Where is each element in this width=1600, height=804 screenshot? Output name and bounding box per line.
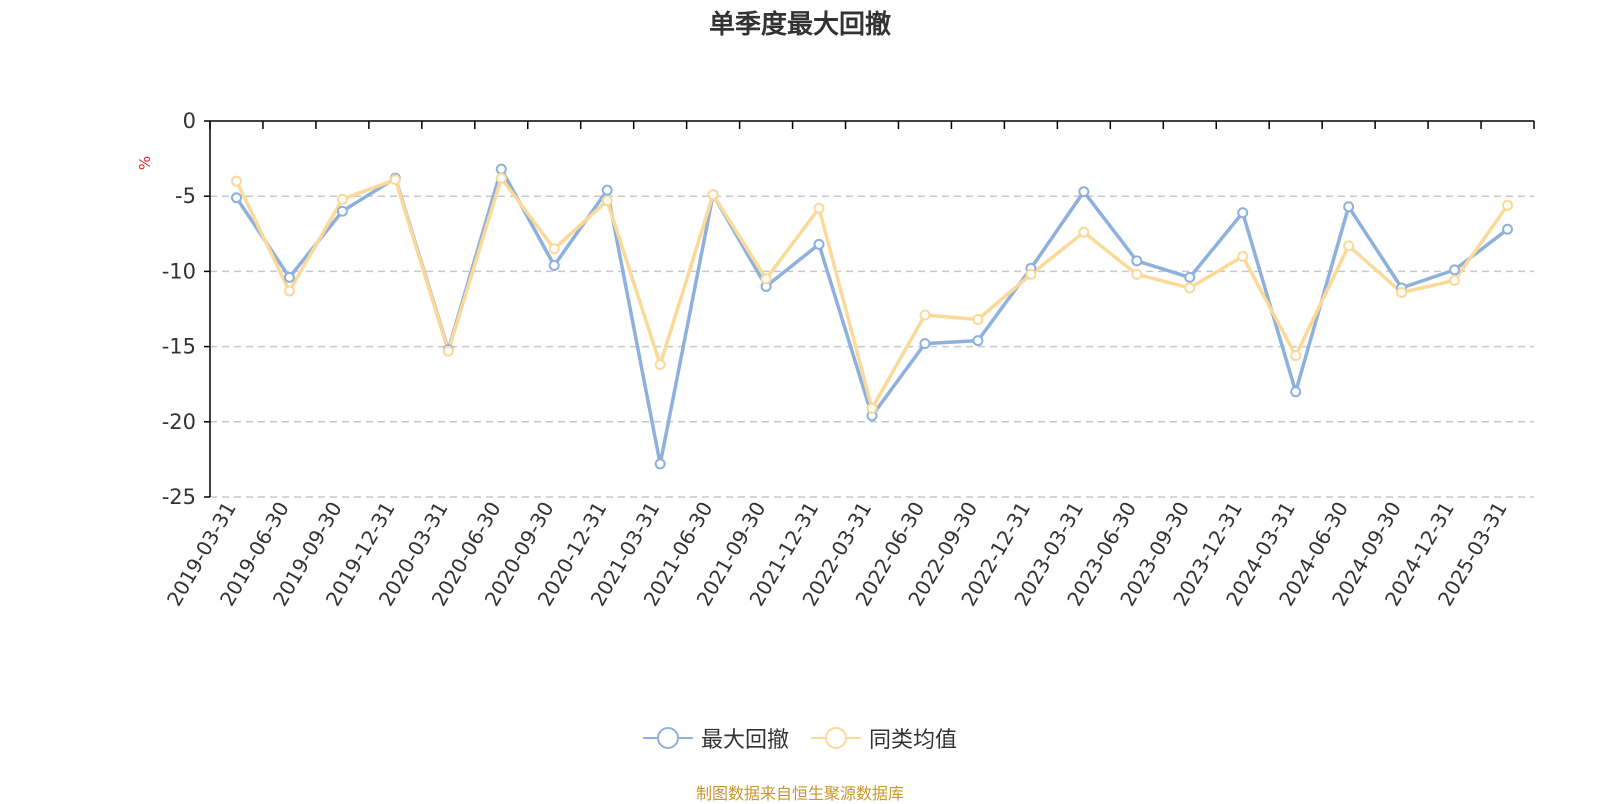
data-point-1 <box>283 285 295 297</box>
legend-marker-peer-average-icon <box>811 727 861 749</box>
y-tick-label: -5 <box>175 184 196 208</box>
axis-layer: 0-5-10-15-20-252019-03-312019-06-302019-… <box>162 109 1535 610</box>
data-point-1 <box>813 202 825 214</box>
data-point-0 <box>1184 271 1196 283</box>
y-tick-label: -10 <box>162 259 196 283</box>
data-point-0 <box>654 458 666 470</box>
data-point-0 <box>1131 255 1143 267</box>
data-point-1 <box>1502 199 1514 211</box>
data-point-1 <box>230 175 242 187</box>
data-point-1 <box>1025 268 1037 280</box>
series-line-1 <box>234 176 1509 411</box>
legend-label-max-drawdown: 最大回撤 <box>700 728 789 753</box>
data-point-1 <box>336 193 348 205</box>
data-point-1 <box>442 345 454 357</box>
data-point-0 <box>1343 201 1355 213</box>
data-point-1 <box>1078 226 1090 238</box>
data-point-1 <box>707 189 719 201</box>
grid-layer <box>210 195 1534 498</box>
data-point-0 <box>1237 207 1249 219</box>
line-chart: 0-5-10-15-20-252019-03-312019-06-302019-… <box>162 109 1535 610</box>
data-point-1 <box>1343 240 1355 252</box>
legend: 最大回撤 同类均值 <box>0 722 1600 754</box>
data-point-1 <box>495 172 507 184</box>
data-point-0 <box>495 163 507 175</box>
data-point-1 <box>389 174 401 186</box>
legend-label-peer-average: 同类均值 <box>869 728 958 753</box>
y-tick-label: -20 <box>162 410 196 434</box>
legend-marker-max-drawdown-icon <box>642 727 693 749</box>
data-point-0 <box>336 205 348 217</box>
data-point-0 <box>813 238 825 250</box>
series-layer <box>230 163 1514 470</box>
data-point-0 <box>1449 264 1461 276</box>
data-point-1 <box>919 309 931 321</box>
y-tick-label: -25 <box>162 485 196 509</box>
data-point-0 <box>972 335 984 347</box>
data-point-1 <box>972 314 984 326</box>
data-point-0 <box>230 192 242 204</box>
data-point-1 <box>866 402 878 414</box>
data-point-1 <box>654 359 666 371</box>
y-tick-label: 0 <box>183 109 196 133</box>
data-point-0 <box>548 259 560 271</box>
data-point-1 <box>548 243 560 255</box>
data-point-0 <box>1290 386 1302 398</box>
data-point-1 <box>1396 286 1408 298</box>
data-point-0 <box>1078 186 1090 198</box>
data-point-1 <box>1449 274 1461 286</box>
chart-title: 单季度最大回撤 <box>708 10 891 40</box>
data-point-1 <box>1131 268 1143 280</box>
data-point-0 <box>283 271 295 283</box>
source-note: 制图数据来自恒生聚源数据库 <box>695 784 904 803</box>
data-point-1 <box>1184 282 1196 294</box>
data-point-0 <box>919 338 931 350</box>
data-point-1 <box>601 195 613 207</box>
data-point-1 <box>1290 350 1302 362</box>
legend-item-peer-average[interactable]: 同类均值 <box>811 722 957 754</box>
data-point-0 <box>601 184 613 196</box>
data-point-1 <box>760 273 772 285</box>
data-point-1 <box>1237 250 1249 262</box>
legend-item-max-drawdown[interactable]: 最大回撤 <box>642 722 789 754</box>
data-point-0 <box>1502 223 1514 235</box>
y-tick-label: -15 <box>162 335 196 359</box>
